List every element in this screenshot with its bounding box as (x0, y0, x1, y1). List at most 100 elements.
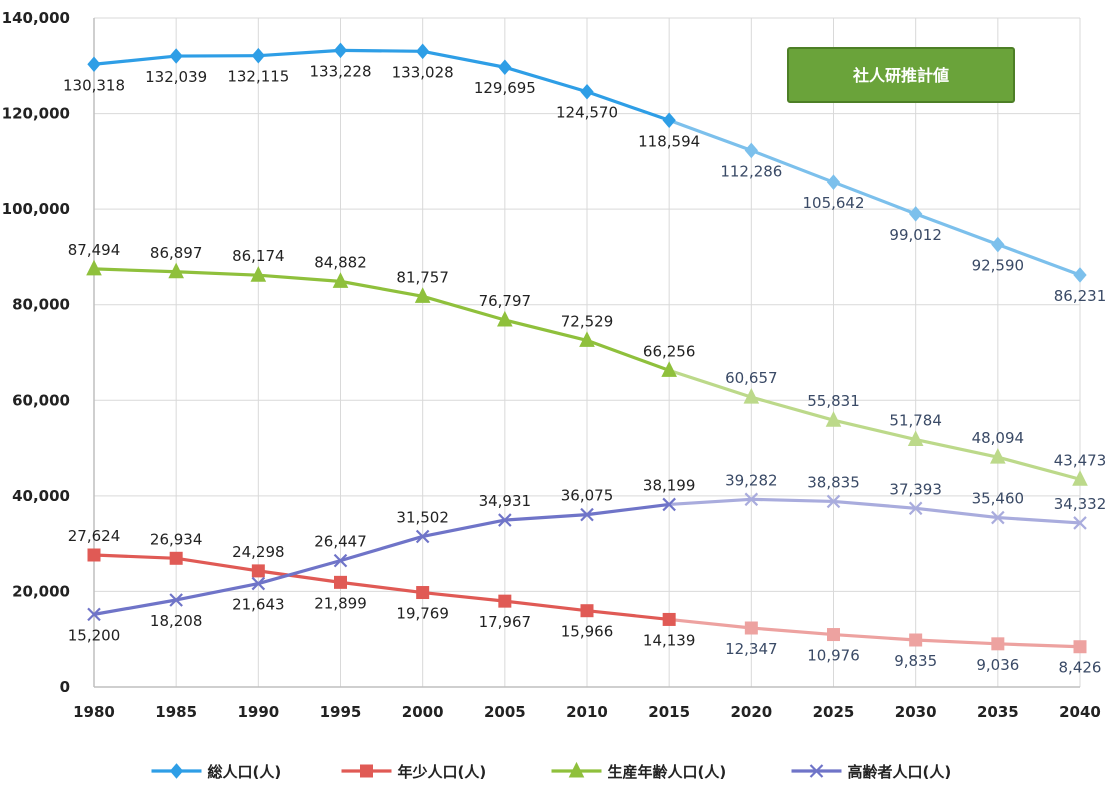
x-tick-label: 1990 (237, 703, 279, 721)
data-labels: 130,318 132,039 132,115 133,228 133,028 129,6… (63, 62, 1106, 676)
series-line-segment (503, 65, 589, 94)
data-point (990, 448, 1006, 464)
data-label: 21,899 (314, 594, 367, 612)
series-4 (87, 492, 1087, 622)
data-label: 55,831 (807, 392, 860, 410)
data-label: 87,494 (68, 241, 121, 259)
data-point (744, 621, 758, 635)
data-label: 10,976 (807, 647, 860, 665)
series-line-segment (831, 418, 918, 442)
x-tick-label: 1995 (320, 703, 362, 721)
data-label: 132,115 (227, 68, 289, 86)
legend-item-4: 高齢者人口(人) (791, 763, 952, 781)
series-line-segment (338, 279, 425, 298)
data-label: 27,624 (68, 527, 121, 545)
series-line-segment (996, 642, 1082, 649)
series-line-segment (92, 553, 178, 560)
y-tick-label: 20,000 (12, 582, 70, 600)
series-3 (86, 259, 1088, 486)
data-label: 38,835 (807, 473, 860, 491)
series-line-segment (503, 513, 589, 522)
series-line-segment (256, 559, 343, 586)
series-line-segment (92, 598, 178, 616)
series-line-segment (996, 242, 1082, 277)
data-point (826, 174, 841, 190)
projection-badge-box (787, 47, 1015, 103)
data-point (250, 266, 267, 282)
x-tick-label: 2025 (813, 703, 855, 721)
data-label: 15,966 (561, 623, 614, 641)
series-line-segment (585, 90, 671, 122)
data-point (169, 48, 183, 64)
series-line-segment (421, 294, 507, 322)
data-point (416, 43, 430, 60)
x-tick-label: 1980 (73, 703, 115, 721)
data-point (991, 236, 1005, 253)
legend-label: 生産年齢人口(人) (608, 763, 727, 781)
data-point (662, 497, 676, 512)
series-line-segment (256, 273, 343, 283)
data-label: 60,657 (725, 369, 778, 387)
data-label: 51,784 (889, 412, 942, 430)
data-label: 38,199 (643, 476, 696, 494)
series-line-segment (831, 180, 918, 216)
legend-label: 高齢者人口(人) (848, 763, 952, 781)
data-point (415, 529, 430, 544)
data-label: 66,256 (643, 342, 696, 360)
data-point (1072, 470, 1088, 486)
series-1 (87, 42, 1087, 283)
legend-item-2: 年少人口(人) (341, 763, 486, 781)
series-line-segment (667, 617, 753, 630)
data-point (661, 361, 677, 377)
data-label: 17,967 (479, 613, 532, 631)
series-line-segment (174, 556, 260, 573)
data-label: 84,882 (314, 253, 367, 271)
data-label: 14,139 (643, 631, 696, 649)
projection-badge: 社人研推計値 (787, 47, 1015, 103)
data-label: 48,094 (972, 429, 1025, 447)
data-label: 133,028 (392, 63, 454, 81)
data-point (169, 551, 183, 565)
series-line-segment (831, 632, 918, 642)
data-label: 8,426 (1059, 659, 1102, 677)
data-point (580, 507, 594, 522)
series-line-segment (421, 590, 507, 603)
series-lines (86, 42, 1088, 654)
x-tick-label: 2020 (730, 703, 772, 721)
data-label: 9,036 (976, 656, 1019, 674)
data-point (169, 593, 183, 607)
series-line-segment (667, 118, 753, 153)
series-line-segment (914, 212, 1000, 247)
legend: 総人口(人) 年少人口(人) 生産年齢人口(人) 高齢者人口(人) (151, 761, 952, 781)
data-point (991, 510, 1005, 525)
data-point (743, 388, 760, 404)
x-tick-label: 2000 (402, 703, 444, 721)
series-line-segment (503, 599, 589, 613)
data-label: 21,643 (232, 596, 285, 614)
data-label: 12,347 (725, 640, 778, 658)
data-label: 9,835 (894, 652, 937, 670)
series-line-segment (256, 48, 343, 58)
data-point (333, 553, 348, 568)
data-label: 118,594 (638, 132, 700, 150)
data-point (1073, 640, 1087, 654)
legend-marker (568, 761, 585, 778)
marker-stroke (908, 501, 923, 516)
data-label: 26,447 (314, 533, 367, 551)
data-point (580, 604, 594, 618)
data-point (87, 548, 101, 562)
data-label: 72,529 (561, 312, 614, 330)
data-label: 34,332 (1054, 495, 1107, 513)
data-label: 86,897 (150, 244, 203, 262)
series-line-segment (585, 502, 671, 517)
projection-badge-label: 社人研推計値 (852, 66, 949, 85)
data-label: 124,570 (556, 104, 618, 122)
data-point (86, 259, 102, 276)
series-line-segment (421, 49, 507, 69)
marker-stroke (826, 494, 841, 509)
series-line-segment (914, 638, 1000, 646)
marker-stroke (1073, 516, 1087, 530)
legend-item-3: 生産年齢人口(人) (551, 761, 727, 781)
